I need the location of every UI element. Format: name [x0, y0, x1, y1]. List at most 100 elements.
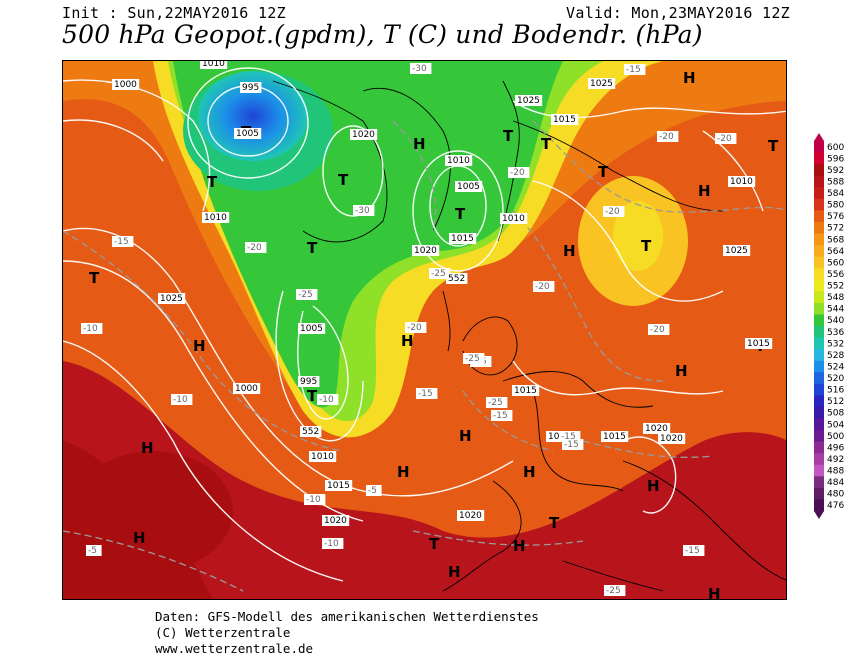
isobar-label-box [643, 423, 671, 434]
legend-value: 480 [827, 490, 844, 500]
legend-swatch [814, 406, 824, 419]
temp-label-box [657, 131, 679, 142]
high-marker: H [133, 529, 146, 547]
legend-value: 584 [827, 189, 844, 199]
legend-value: 500 [827, 432, 844, 442]
geopot-label-box [446, 273, 468, 284]
high-marker: H [413, 135, 426, 153]
isobar-label-box [322, 515, 350, 526]
legend-swatch [814, 302, 824, 315]
isobar-label: 1020 [324, 516, 347, 526]
isobar-label-box [112, 79, 140, 90]
legend-swatch [814, 464, 824, 477]
low-marker: T [598, 163, 609, 181]
low-marker: T [768, 137, 779, 155]
legend-swatch [814, 279, 824, 292]
legend-value: 508 [827, 409, 844, 419]
low-marker: T [549, 514, 560, 532]
legend-swatch [814, 164, 824, 177]
temperature-lines [63, 120, 786, 592]
isobar-label: 1025 [160, 294, 183, 304]
isobar-label-box [457, 510, 485, 521]
footer-source: Daten: GFS-Modell des amerikanischen Wet… [155, 609, 539, 624]
valid-time: Valid: Mon,23MAY2016 12Z [566, 4, 790, 22]
temp-label: -10 [173, 395, 188, 405]
legend-value: 592 [827, 166, 844, 176]
isobar-label: 1010 [447, 156, 470, 166]
legend-swatch [814, 256, 824, 269]
temp-label-box [296, 289, 318, 300]
temp-label: -25 [465, 354, 480, 364]
legend-swatch [814, 314, 824, 327]
isobar-label: 1025 [590, 79, 613, 89]
field-warm-south [63, 361, 786, 599]
legend-value: 552 [827, 282, 844, 292]
isobar-label: 1005 [457, 182, 480, 192]
temp-label-box [405, 322, 427, 333]
isobar-label: 1010 [311, 452, 334, 462]
temp-label: -25 [431, 269, 446, 279]
legend-swatch [814, 337, 824, 350]
legend-arrow-up [814, 133, 824, 141]
temp-label: -15 [418, 389, 433, 399]
isobar-label-box [202, 212, 230, 223]
high-marker: H [448, 563, 461, 581]
temp-label-box [304, 494, 326, 505]
legend-swatch [814, 210, 824, 223]
temp-label: -5 [88, 546, 97, 556]
isobar-label-box [240, 82, 262, 93]
high-marker: H [397, 463, 410, 481]
temp-label-box [491, 410, 513, 421]
temp-label: -30 [355, 206, 370, 216]
legend-value: 540 [827, 316, 844, 326]
legend-swatch [814, 372, 824, 385]
temp-label-box [715, 133, 737, 144]
legend-swatch [814, 268, 824, 281]
isobar-label-box [200, 61, 228, 69]
field-east-yellow-core [613, 201, 663, 271]
legend-value: 496 [827, 443, 844, 453]
isobar-label: 995 [300, 377, 317, 387]
high-marker: H [683, 69, 696, 87]
temp-label: -20 [650, 325, 665, 335]
legend-value: 488 [827, 467, 844, 477]
legend-value: 596 [827, 154, 844, 164]
low-marker: T [541, 135, 552, 153]
temp-label: -20 [659, 132, 674, 142]
temp-label-box [624, 64, 646, 75]
high-marker: H [563, 242, 576, 260]
isobar-label: 1010 [730, 177, 753, 187]
temp-label: -15 [685, 546, 700, 556]
low-marker: T [338, 171, 349, 189]
legend-swatch [814, 430, 824, 443]
temp-label-box [317, 394, 339, 405]
legend-swatch [814, 476, 824, 489]
legend-value: 600 [827, 143, 844, 153]
isobar-label-box [449, 233, 477, 244]
temp-label: -10 [306, 495, 321, 505]
map-canvas: H H H H H H H H H H H H H H H H T T T T … [63, 61, 786, 599]
high-marker: H [401, 332, 414, 350]
temp-label-box [562, 439, 584, 450]
low-marker: T [307, 387, 318, 405]
legend-swatch [814, 395, 824, 408]
geopot-label-box [300, 426, 322, 437]
high-marker: H [523, 463, 536, 481]
temp-label-box [508, 167, 530, 178]
temp-label: -15 [561, 432, 576, 442]
isobar-label-box [298, 376, 320, 387]
legend-values: 6005965925885845805765725685645605565525… [827, 143, 844, 511]
isobar-label: 1010 [502, 214, 525, 224]
isobar-label-box [515, 95, 543, 106]
legend-swatch [814, 245, 824, 258]
isobar-label-box [325, 480, 353, 491]
isobar-label: 1025 [517, 96, 540, 106]
isobar-label: 1020 [645, 424, 668, 434]
temp-label: -25 [298, 290, 313, 300]
temp-label: -20 [510, 168, 525, 178]
map-labels: 1010 1000 995 1005 1020 1015 1025 1010 1005 1010 1… [81, 61, 773, 596]
temp-label: -10 [324, 539, 339, 549]
low-marker: T [429, 535, 440, 553]
high-marker: H [513, 537, 526, 555]
isobar-label-box [512, 385, 540, 396]
